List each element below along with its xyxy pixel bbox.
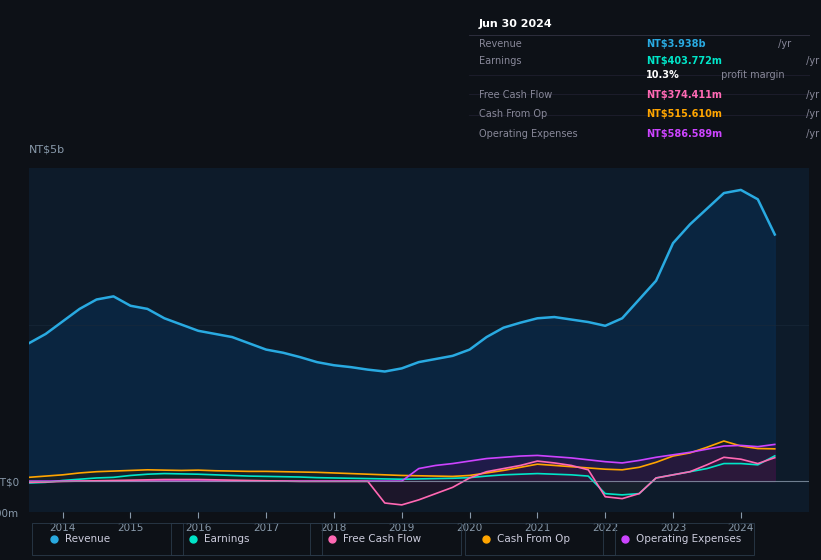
Text: Revenue: Revenue [479, 39, 522, 49]
Text: NT$3.938b: NT$3.938b [646, 39, 705, 49]
Text: /yr: /yr [804, 129, 819, 139]
Text: /yr: /yr [775, 39, 791, 49]
Text: Earnings: Earnings [479, 57, 521, 67]
Text: Earnings: Earnings [204, 534, 250, 544]
Text: NT$515.610m: NT$515.610m [646, 109, 722, 119]
Text: 10.3%: 10.3% [646, 69, 680, 80]
Text: /yr: /yr [804, 109, 819, 119]
Text: Free Cash Flow: Free Cash Flow [479, 90, 553, 100]
Text: Free Cash Flow: Free Cash Flow [342, 534, 420, 544]
Text: Operating Expenses: Operating Expenses [479, 129, 578, 139]
Text: Cash From Op: Cash From Op [497, 534, 570, 544]
Text: NT$374.411m: NT$374.411m [646, 90, 722, 100]
Text: Operating Expenses: Operating Expenses [635, 534, 741, 544]
Text: /yr: /yr [804, 57, 819, 67]
Text: /yr: /yr [804, 90, 819, 100]
Text: Cash From Op: Cash From Op [479, 109, 548, 119]
Text: NT$5b: NT$5b [29, 144, 65, 154]
Text: NT$586.589m: NT$586.589m [646, 129, 722, 139]
Text: profit margin: profit margin [718, 69, 784, 80]
Text: NT$403.772m: NT$403.772m [646, 57, 722, 67]
Text: Jun 30 2024: Jun 30 2024 [479, 18, 553, 29]
Text: Revenue: Revenue [65, 534, 110, 544]
